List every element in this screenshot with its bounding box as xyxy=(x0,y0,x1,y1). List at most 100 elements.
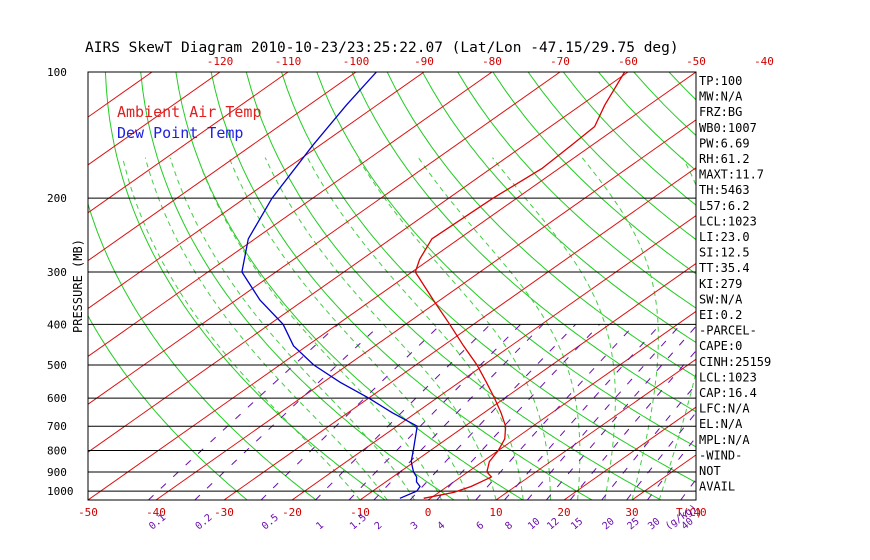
mixing-ratio-line xyxy=(315,323,491,500)
dry-adiabat xyxy=(457,72,696,309)
bottom-temp-tick-label: 30 xyxy=(625,506,638,519)
mixing-ratio-line xyxy=(436,323,601,500)
bottom-temp-tick-label: 40 xyxy=(693,506,706,519)
dry-adiabat xyxy=(739,72,870,500)
bottom-temp-tick-label: -50 xyxy=(78,506,98,519)
profile-layer xyxy=(241,72,626,499)
stability-index: MAXT:11.7 xyxy=(699,168,764,182)
pressure-tick-label: 1000 xyxy=(47,485,74,498)
isotherm xyxy=(88,72,493,358)
moist-adiabat xyxy=(306,157,524,500)
top-temp-tick-label: -80 xyxy=(482,55,502,68)
stability-index: -PARCEL- xyxy=(699,324,757,338)
mixing-ratio-label: 1 xyxy=(314,520,326,532)
mixing-ratio-label: 8 xyxy=(503,520,515,532)
legend: Ambient Air Temp Dew Point Temp xyxy=(117,103,262,142)
stability-index: WB0:1007 xyxy=(699,121,757,135)
bottom-temp-tick-label: -20 xyxy=(282,506,302,519)
mixing-ratio-label: 20 xyxy=(601,516,617,532)
stability-index: CINH:25159 xyxy=(699,355,771,369)
stability-index: AVAIL xyxy=(699,480,735,494)
moist-adiabat xyxy=(169,157,415,500)
dry-adiabat xyxy=(810,72,870,500)
mixing-ratio-line xyxy=(569,350,696,500)
stability-index: TT:35.4 xyxy=(699,261,750,275)
pressure-tick-label: 300 xyxy=(47,266,67,279)
isotherm xyxy=(359,262,696,500)
dry-adiabat xyxy=(633,72,696,137)
bottom-temp-tick-label: -30 xyxy=(214,506,234,519)
stability-index: -WIND- xyxy=(699,448,742,462)
mixing-ratio-label: 6 xyxy=(475,520,487,532)
mixing-ratio-line xyxy=(475,323,636,500)
stability-index: LI:23.0 xyxy=(699,230,750,244)
pressure-tick-label: 100 xyxy=(47,66,67,79)
stability-index: CAPE:0 xyxy=(699,339,742,353)
stability-index: NOT xyxy=(699,464,721,478)
stability-index: PW:6.69 xyxy=(699,136,750,150)
stability-index: MW:N/A xyxy=(699,90,743,104)
pressure-tick-label: 800 xyxy=(47,445,67,458)
isotherm xyxy=(88,72,357,262)
mixing-ratio-label: 15 xyxy=(569,516,585,532)
moist-adiabat xyxy=(581,157,659,500)
y-axis-label: PRESSURE (MB) xyxy=(71,239,85,333)
dry-adiabat xyxy=(351,72,696,413)
stability-index: CAP:16.4 xyxy=(699,386,757,400)
top-temp-tick-label: -110 xyxy=(275,55,302,68)
stability-index: SI:12.5 xyxy=(699,246,750,260)
isotherm xyxy=(223,167,696,500)
dry-adiabat xyxy=(210,72,593,500)
bottom-temp-tick-label: -40 xyxy=(146,506,166,519)
stability-index: TP:100 xyxy=(699,74,742,88)
mixing-ratio-label: 30 xyxy=(646,516,662,532)
dry-adiabat xyxy=(492,72,696,275)
stability-index: TH:5463 xyxy=(699,183,750,197)
isotherm xyxy=(427,310,696,500)
bottom-temp-tick-label: -10 xyxy=(350,506,370,519)
pressure-tick-label: 500 xyxy=(47,359,67,372)
dry-adiabat xyxy=(88,314,248,500)
isotherm xyxy=(155,119,696,500)
mixing-ratio-line xyxy=(409,323,577,500)
legend-ambient-air-temp: Ambient Air Temp xyxy=(117,103,262,121)
dry-adiabat xyxy=(88,202,317,500)
bottom-temp-tick-label: 10 xyxy=(489,506,502,519)
pressure-tick-label: 400 xyxy=(47,318,67,331)
mixing-ratio-label: 0.2 xyxy=(194,512,215,532)
mixing-ratio-line xyxy=(546,325,696,500)
stability-index: SW:N/A xyxy=(699,292,743,306)
top-temp-tick-label: -100 xyxy=(343,55,370,68)
bottom-temp-tick-label: 0 xyxy=(425,506,432,519)
x-axis-unit-label: T(C) xyxy=(676,506,703,519)
dry-adiabat xyxy=(421,72,696,344)
pressure-tick-label: 700 xyxy=(47,420,67,433)
stability-index: EL:N/A xyxy=(699,417,743,431)
dry-adiabat xyxy=(104,72,386,500)
mixing-ratio-label: 0.5 xyxy=(260,512,281,532)
dew-point-temp-line xyxy=(241,72,421,499)
stability-index: LCL:1023 xyxy=(699,214,757,228)
stability-index: EI:0.2 xyxy=(699,308,742,322)
mixing-ratio-label: 10 xyxy=(526,516,542,532)
stability-index: LCL:1023 xyxy=(699,370,757,384)
top-temp-tick-label: -60 xyxy=(618,55,638,68)
moist-adiabat xyxy=(122,157,361,500)
stability-index: RH:61.2 xyxy=(699,152,750,166)
moist-adiabat xyxy=(492,157,616,500)
top-temp-tick-label: -70 xyxy=(550,55,570,68)
bottom-temp-tick-label: 20 xyxy=(557,506,570,519)
top-temp-tick-label: -90 xyxy=(414,55,434,68)
isotherm xyxy=(563,406,696,500)
isotherm xyxy=(88,72,289,214)
isotherm xyxy=(88,72,561,405)
top-temp-tick-label: -120 xyxy=(207,55,234,68)
plot-frame xyxy=(87,71,697,501)
mixing-ratio-label: 4 xyxy=(436,520,448,532)
isotherm xyxy=(291,214,696,500)
dry-adiabat xyxy=(245,72,662,500)
top-temp-tick-label: -40 xyxy=(754,55,774,68)
